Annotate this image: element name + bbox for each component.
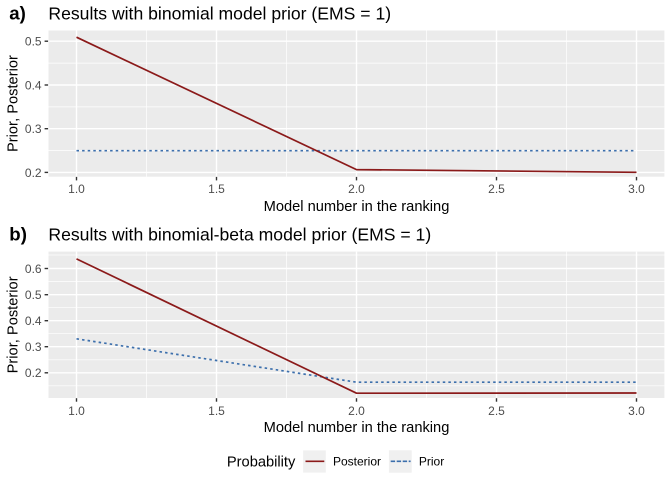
- svg-text:Prior: Prior: [419, 455, 444, 469]
- svg-text:2.5: 2.5: [488, 404, 505, 418]
- svg-text:Results with binomial-beta mod: Results with binomial-beta model prior (…: [48, 224, 431, 244]
- svg-text:2.0: 2.0: [348, 182, 365, 196]
- svg-text:Model number in the ranking: Model number in the ranking: [264, 420, 450, 436]
- svg-text:1.5: 1.5: [208, 404, 225, 418]
- svg-text:b): b): [9, 223, 27, 244]
- svg-text:0.4: 0.4: [25, 78, 42, 92]
- svg-text:0.5: 0.5: [25, 288, 42, 302]
- svg-text:a): a): [9, 3, 26, 24]
- svg-text:Model number in the ranking: Model number in the ranking: [264, 199, 450, 215]
- svg-text:0.6: 0.6: [25, 262, 42, 276]
- svg-text:0.3: 0.3: [25, 122, 42, 136]
- svg-text:2.0: 2.0: [348, 404, 365, 418]
- svg-text:2.5: 2.5: [488, 182, 505, 196]
- svg-text:0.5: 0.5: [25, 35, 42, 49]
- svg-text:0.2: 0.2: [25, 366, 42, 380]
- svg-text:Posterior: Posterior: [333, 455, 381, 469]
- svg-text:3.0: 3.0: [628, 404, 645, 418]
- svg-text:0.2: 0.2: [25, 166, 42, 180]
- svg-text:0.4: 0.4: [25, 314, 42, 328]
- svg-text:Prior, Posterior: Prior, Posterior: [5, 276, 21, 373]
- svg-text:0.3: 0.3: [25, 340, 42, 354]
- svg-text:1.0: 1.0: [68, 182, 85, 196]
- svg-text:Probability: Probability: [227, 455, 296, 471]
- svg-text:1.0: 1.0: [68, 404, 85, 418]
- svg-text:3.0: 3.0: [628, 182, 645, 196]
- svg-text:Results with binomial model pr: Results with binomial model prior (EMS =…: [48, 4, 391, 24]
- svg-text:1.5: 1.5: [208, 182, 225, 196]
- svg-text:Prior, Posterior: Prior, Posterior: [5, 55, 21, 152]
